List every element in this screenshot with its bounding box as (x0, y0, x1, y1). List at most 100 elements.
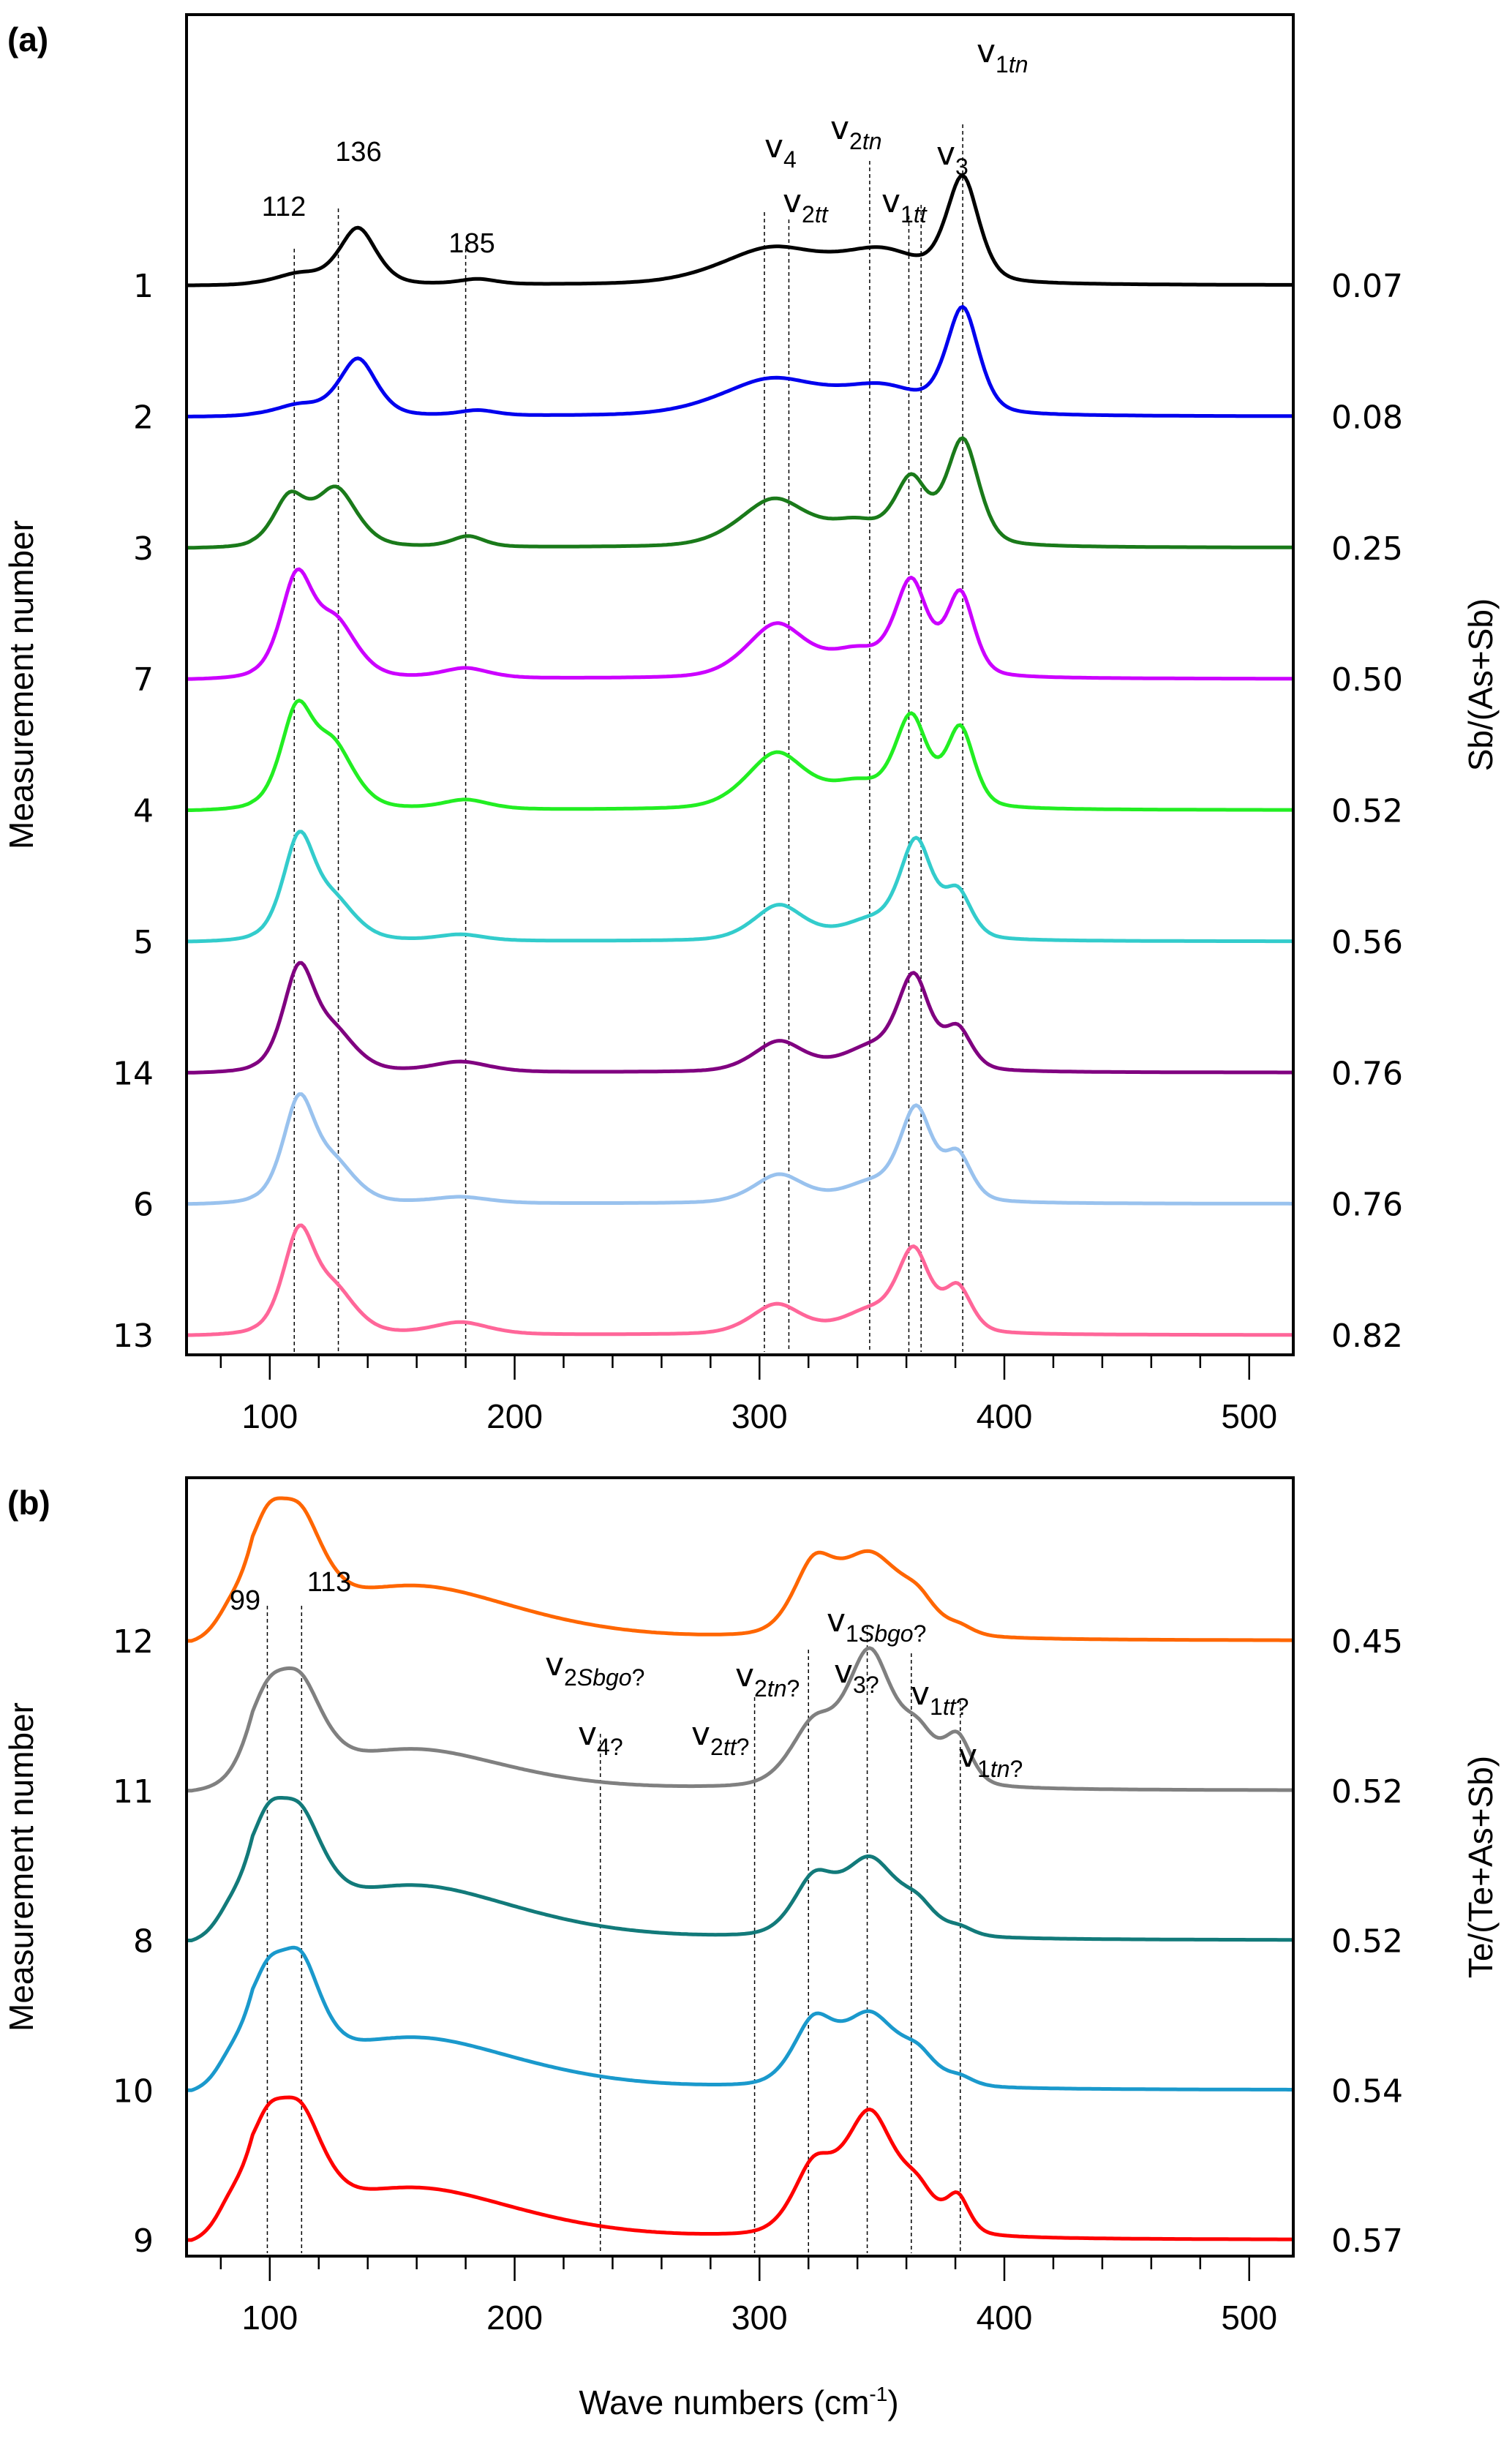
spectrum-line-7 (187, 567, 1293, 681)
spectrum-line-10 (187, 1945, 1293, 2092)
mode-annotation-suffix: ? (632, 1664, 645, 1691)
measurement-label: 3 (133, 530, 154, 568)
peak-annotation: 112 (262, 192, 306, 222)
peak-annotation: 185 (448, 228, 494, 259)
ratio-label: 0.25 (1331, 530, 1403, 568)
mode-annotation-sub-italic: tn (990, 1756, 1010, 1782)
mode-annotation-sub: 2 (754, 1675, 767, 1702)
spectrum-line-4 (187, 699, 1293, 812)
x-tick-label: 400 (977, 2299, 1033, 2337)
x-tick-label: 500 (1221, 1397, 1277, 1435)
mode-annotation: v3? (834, 1653, 879, 1698)
mode-annotation-sub-italic: tt (914, 201, 928, 228)
mode-annotation: v4? (578, 1715, 623, 1760)
y2-axis-title: Te/(Te+As+Sb) (1462, 1756, 1500, 1978)
y2-axis-title: Sb/(As+Sb) (1462, 598, 1500, 772)
spectrum-line-14 (187, 961, 1293, 1075)
mode-annotation-suffix: ? (787, 1675, 800, 1702)
ratio-label: 0.76 (1331, 1187, 1403, 1224)
mode-annotation-suffix: ? (1010, 1756, 1023, 1782)
ratio-label: 0.54 (1331, 2072, 1403, 2110)
x-tick-label: 100 (241, 2299, 298, 2337)
spectrum-line-5 (187, 830, 1293, 944)
mode-annotation-suffix: ? (866, 1672, 879, 1698)
measurement-label: 2 (133, 399, 154, 436)
x-tick-label: 400 (977, 1397, 1033, 1435)
mode-annotation-sub: 2 (849, 128, 862, 154)
x-axis-title-tail: ) (887, 2383, 898, 2421)
x-axis-title: Wave numbers (cm-1) (579, 2383, 898, 2421)
spectrum-line-11 (187, 1646, 1293, 1793)
ratio-label: 0.56 (1331, 924, 1403, 961)
mode-annotation: v2Sbgo? (545, 1646, 644, 1691)
mode-annotation: v1tn (977, 33, 1028, 78)
mode-annotation-suffix: ? (956, 1694, 969, 1720)
measurement-label: 9 (133, 2222, 154, 2260)
ratio-label: 0.52 (1331, 793, 1403, 830)
ratio-label: 0.45 (1331, 1623, 1403, 1661)
mode-annotation: v4 (764, 128, 797, 173)
mode-annotation: v2tt (783, 183, 829, 228)
peak-annotation: 136 (335, 137, 381, 168)
mode-annotation-sub: 1 (977, 1756, 990, 1782)
x-tick-label: 300 (731, 1397, 788, 1435)
mode-annotation-sub-italic: tt (723, 1734, 737, 1760)
mode-annotation-sub: 4 (783, 146, 797, 173)
spectrum-line-6 (187, 1092, 1293, 1206)
mode-annotation-sub-italic: tn (862, 128, 882, 154)
measurement-label: 14 (113, 1055, 154, 1092)
measurement-label: 7 (133, 661, 154, 699)
measurement-label: 10 (113, 2072, 154, 2110)
mode-annotation-suffix: ? (737, 1734, 750, 1760)
y-axis-title: Measurement number (2, 1702, 40, 2032)
mode-annotation-sub: 3 (955, 154, 968, 180)
mode-annotation-sub: 2 (710, 1734, 723, 1760)
y-axis-title: Measurement number (2, 520, 40, 849)
mode-annotation: v1tt? (911, 1675, 968, 1720)
x-tick-label: 200 (486, 1397, 543, 1435)
ratio-label: 0.76 (1331, 1055, 1403, 1092)
mode-annotation: v3 (936, 135, 968, 180)
spectrum-line-3 (187, 436, 1293, 550)
mode-annotation: v1Sbgo? (827, 1602, 926, 1647)
measurement-label: 12 (113, 1623, 154, 1661)
spectrum-line-1 (187, 173, 1293, 288)
x-axis-title-sup: -1 (869, 2383, 887, 2405)
plot-frame (185, 13, 1295, 1356)
mode-annotation-sub: 1 (930, 1694, 943, 1720)
mode-annotation-sub: 1 (900, 201, 914, 228)
spectrum-line-8 (187, 1796, 1293, 1942)
spectrum-line-2 (187, 304, 1293, 418)
mode-annotation-sub: 4 (597, 1734, 610, 1760)
plot-frame (185, 1476, 1295, 2258)
measurement-label: 4 (133, 793, 154, 830)
panel-label: (b) (7, 1484, 50, 1522)
mode-annotation: v2tn (830, 110, 882, 154)
spectrum-line-13 (187, 1223, 1293, 1337)
panel-label: (a) (7, 20, 48, 59)
spectrum-line-12 (187, 1496, 1293, 1643)
mode-annotation: v1tt (881, 183, 928, 228)
mode-annotation-sub-italic: tt (815, 201, 829, 228)
mode-annotation-sub-italic: Sbgo (577, 1664, 632, 1691)
measurement-label: 6 (133, 1187, 154, 1224)
spectrum-line-9 (187, 2095, 1293, 2242)
x-tick-label: 300 (731, 2299, 788, 2337)
x-tick-label: 100 (241, 1397, 298, 1435)
mode-annotation-sub: 1 (846, 1620, 859, 1647)
ratio-label: 0.52 (1331, 1923, 1403, 1961)
mode-annotation-sub: 3 (853, 1672, 866, 1698)
mode-annotation-sub-italic: Sbgo (859, 1620, 914, 1647)
ratio-label: 0.57 (1331, 2222, 1403, 2260)
measurement-label: 13 (113, 1318, 154, 1355)
measurement-label: 8 (133, 1923, 154, 1961)
ratio-label: 0.07 (1331, 268, 1403, 305)
measurement-label: 5 (133, 924, 154, 961)
ratio-label: 0.50 (1331, 661, 1403, 699)
mode-annotation: v1tn? (958, 1737, 1023, 1782)
mode-annotation: v2tt? (691, 1715, 749, 1760)
ratio-label: 0.52 (1331, 1773, 1403, 1811)
